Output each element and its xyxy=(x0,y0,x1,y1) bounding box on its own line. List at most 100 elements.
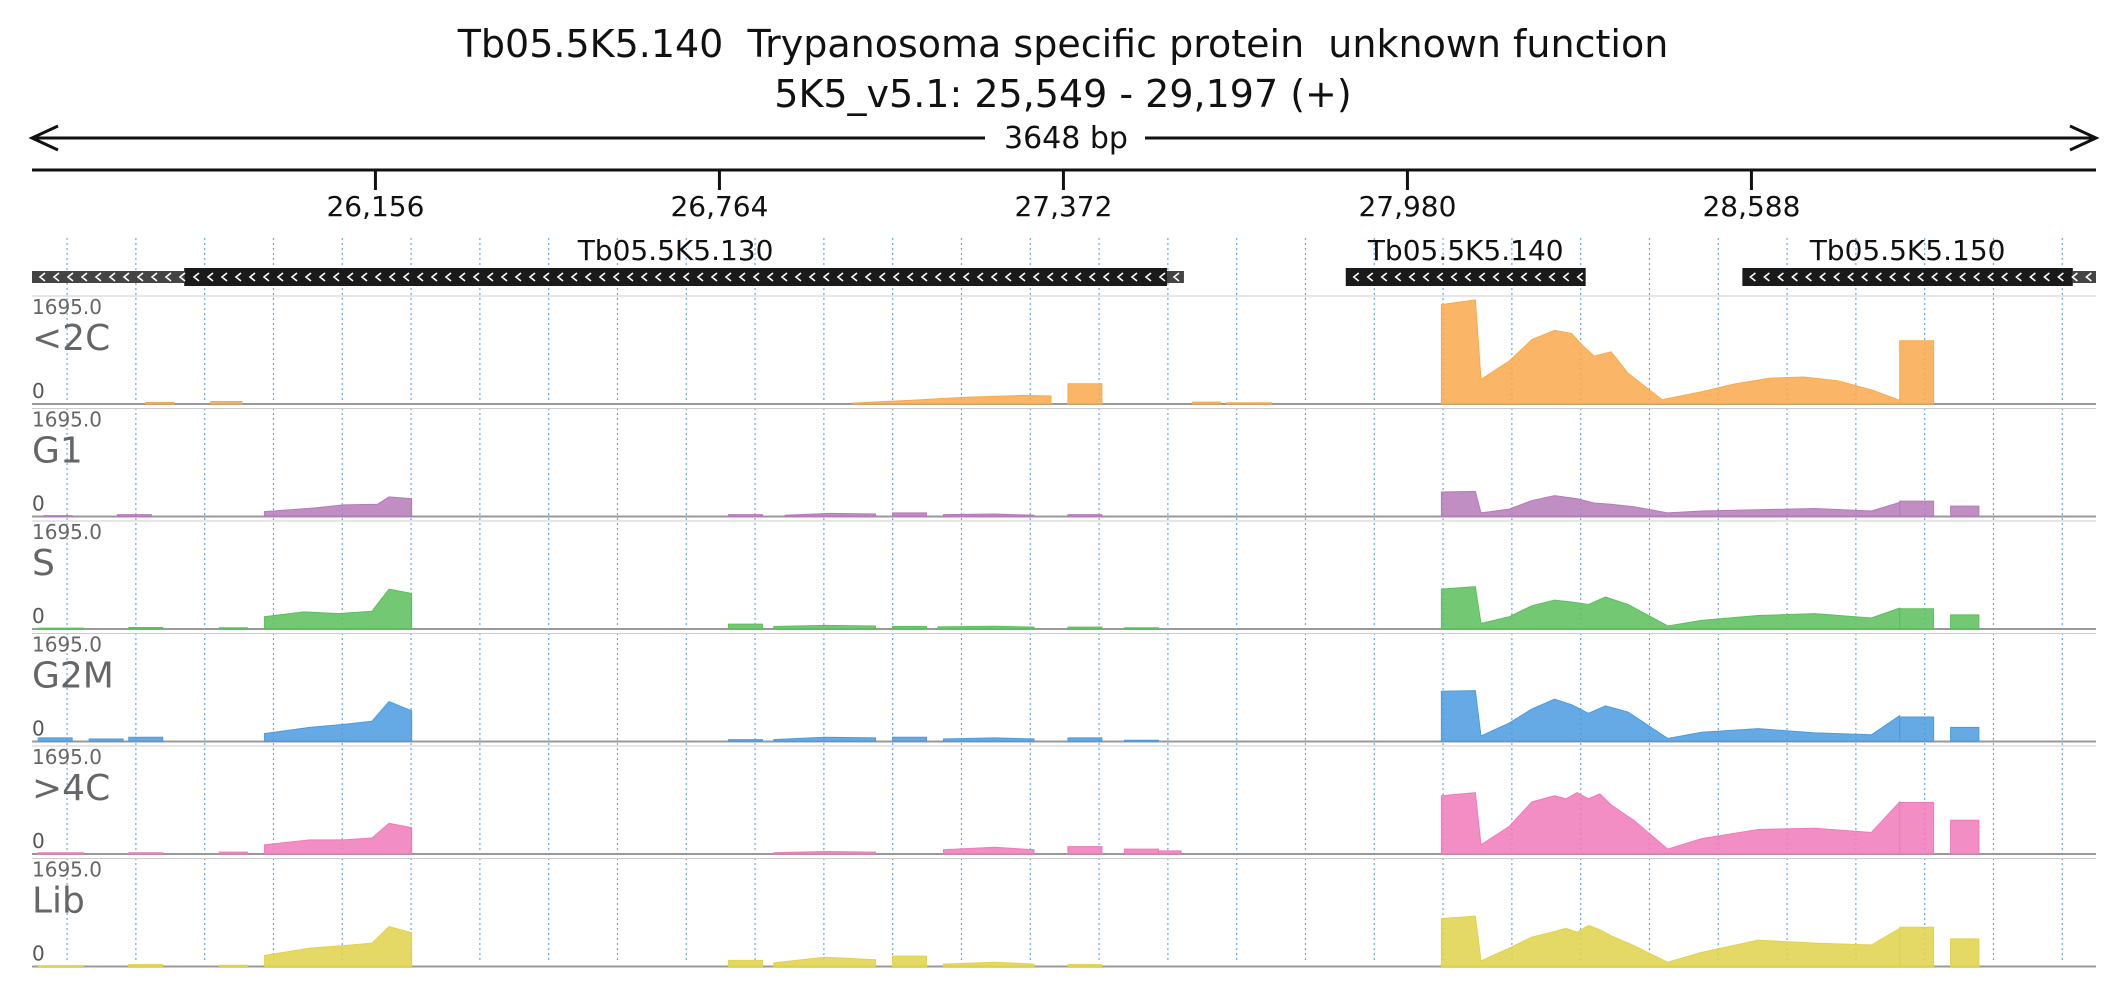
track-min-label: 0 xyxy=(32,942,45,966)
coverage-area xyxy=(145,401,175,405)
coverage-area xyxy=(1191,401,1222,405)
coverage-area xyxy=(892,626,928,630)
coverage-area xyxy=(1440,586,1901,630)
coverage-area xyxy=(892,512,928,517)
coverage-area xyxy=(892,955,928,967)
coverage-area xyxy=(88,738,124,742)
coverage-area xyxy=(264,588,413,630)
track-min-label: 0 xyxy=(32,379,45,403)
coverage-area xyxy=(37,852,84,855)
coverage-area xyxy=(942,961,1035,967)
coverage-area xyxy=(1950,819,1980,855)
coverage-area xyxy=(937,625,1035,630)
coverage-area xyxy=(1067,964,1103,967)
coverage-area xyxy=(116,514,152,517)
coverage-area xyxy=(1440,490,1901,517)
coverage-area xyxy=(942,846,1035,855)
x-tick-label: 26,764 xyxy=(670,190,768,223)
track-min-label: 0 xyxy=(32,604,45,628)
coverage-area xyxy=(1440,299,1901,405)
coverage-area xyxy=(1157,850,1182,855)
span-arrow-right xyxy=(2069,124,2100,152)
track-max-label: 1695.0 xyxy=(32,295,102,319)
coverage-area xyxy=(37,737,73,742)
chart-subtitle: 5K5_v5.1: 25,549 - 29,197 (+) xyxy=(774,72,1352,116)
track-label: Lib xyxy=(32,881,85,922)
x-tick-label: 27,372 xyxy=(1014,190,1112,223)
coverage-area xyxy=(264,822,413,855)
coverage-area xyxy=(1067,626,1103,630)
span-arrow-left xyxy=(28,124,59,152)
track-max-label: 1695.0 xyxy=(32,408,102,432)
coverage-area xyxy=(852,394,1052,405)
gene-body xyxy=(1742,268,2073,286)
track-max-label: 1695.0 xyxy=(32,520,102,544)
coverage-area xyxy=(1067,846,1103,855)
track-max-label: 1695.0 xyxy=(32,858,102,882)
coverage-area xyxy=(773,736,877,742)
x-tick-label: 28,588 xyxy=(1702,190,1800,223)
coverage-area xyxy=(264,496,413,517)
coverage-area xyxy=(218,627,249,630)
track-max-label: 1695.0 xyxy=(32,745,102,769)
coverage-area xyxy=(1124,739,1159,742)
coverage-area xyxy=(1067,383,1103,405)
coverage-area xyxy=(37,627,84,630)
coverage-area xyxy=(1899,500,1935,517)
gene-utr xyxy=(2072,271,2096,283)
x-tick-label: 27,980 xyxy=(1358,190,1456,223)
coverage-area xyxy=(1950,726,1980,742)
strand-chevrons xyxy=(38,272,1180,282)
coverage-area xyxy=(773,956,877,967)
gene-body xyxy=(184,268,1167,286)
coverage-area xyxy=(43,515,73,517)
coverage-area xyxy=(264,926,413,967)
coverage-area xyxy=(1899,608,1935,630)
coverage-area xyxy=(1440,792,1901,855)
coverage-area xyxy=(1124,627,1159,630)
coverage-area xyxy=(128,626,164,630)
coverage-area xyxy=(218,851,249,855)
coverage-area xyxy=(1440,690,1901,742)
track-label: S xyxy=(32,543,55,584)
coverage-area xyxy=(1124,848,1159,855)
coverage-area xyxy=(1899,340,1935,405)
track-label: >4C xyxy=(32,768,110,809)
coverage-area xyxy=(1440,915,1901,967)
coverage-area xyxy=(773,624,877,630)
coverage-area xyxy=(218,964,249,967)
gene-utr xyxy=(1166,271,1184,283)
strand-chevrons xyxy=(1352,272,1584,282)
coverage-area xyxy=(1899,801,1935,855)
coverage-area xyxy=(727,739,763,742)
coverage-area xyxy=(128,736,164,742)
coverage-area xyxy=(37,965,84,967)
coverage-area xyxy=(1950,938,1980,967)
coverage-area xyxy=(727,514,763,517)
gene-label: Tb05.5K5.140 xyxy=(1367,234,1564,267)
coverage-area xyxy=(1899,926,1935,967)
x-tick-label: 26,156 xyxy=(326,190,424,223)
coverage-area xyxy=(784,512,877,517)
coverage-area xyxy=(727,959,763,967)
gene-label: Tb05.5K5.150 xyxy=(1809,234,2006,267)
span-label: 3648 bp xyxy=(1004,121,1128,156)
track-min-label: 0 xyxy=(32,829,45,853)
coverage-area xyxy=(892,736,928,742)
track-label: G2M xyxy=(32,656,114,697)
track-min-label: 0 xyxy=(32,492,45,516)
gene-utr xyxy=(32,271,185,283)
coverage-area xyxy=(1899,716,1935,742)
coverage-area xyxy=(1950,614,1980,630)
coverage-area xyxy=(128,852,164,855)
chart-title: Tb05.5K5.140 Trypanosoma specific protei… xyxy=(457,22,1669,66)
coverage-area xyxy=(128,964,164,967)
track-max-label: 1695.0 xyxy=(32,633,102,657)
coverage-area xyxy=(942,513,1035,517)
track-label: G1 xyxy=(32,431,83,472)
track-min-label: 0 xyxy=(32,717,45,741)
coverage-area xyxy=(1067,737,1103,742)
track-label: <2C xyxy=(32,318,110,359)
